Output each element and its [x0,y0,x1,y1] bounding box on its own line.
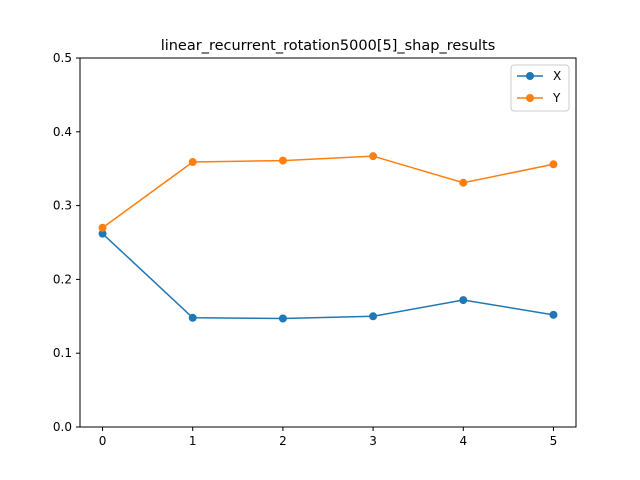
legend-label-x: X [553,69,561,83]
data-point-x [549,310,558,319]
axes-frame [79,57,577,428]
chart-title: linear_recurrent_rotation5000[5]_shap_re… [161,38,496,54]
data-point-x [459,296,468,305]
data-point-y [459,178,468,187]
data-point-x [369,312,378,321]
y-tick-label: 0.5 [53,51,72,65]
y-tick-label: 0.4 [53,125,72,139]
legend-marker-x [526,72,534,80]
x-tick-label: 4 [459,434,467,448]
y-tick-label: 0.0 [53,420,72,434]
series-line-x [102,233,554,320]
x-tick-label: 1 [189,434,197,448]
data-point-x [98,229,107,238]
x-tick-label: 5 [550,434,558,448]
y-tick-label: 0.3 [53,199,72,213]
plot-area: 0 1 2 3 4 5 0.0 0.1 0.2 0.3 0.4 0.5 XY [53,51,577,448]
series-line-y [102,155,554,229]
y-tick-label: 0.1 [53,346,72,360]
data-point-x [278,314,287,323]
x-tick-label: 2 [279,434,287,448]
data-point-y [98,223,107,232]
legend-label-y: Y [552,91,561,105]
data-point-x [188,313,197,322]
x-tick-label: 3 [369,434,377,448]
data-point-y [549,160,558,169]
legend-marker-y [526,94,534,102]
data-point-y [369,152,378,161]
y-tick-label: 0.2 [53,272,72,286]
data-point-y [278,156,287,165]
x-tick-label: 0 [99,434,107,448]
data-point-y [188,158,197,167]
